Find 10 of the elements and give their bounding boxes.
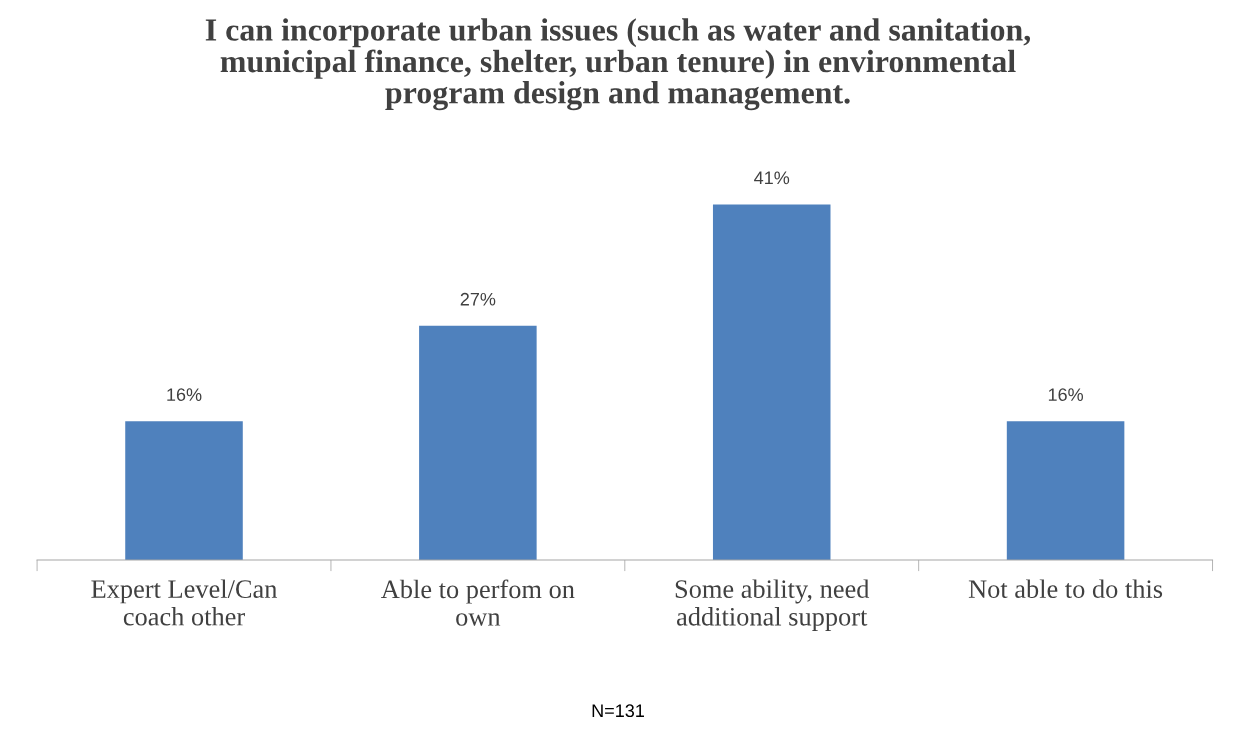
x-tick-label: Able to perfom on own [381, 579, 575, 626]
data-label: 27% [460, 292, 496, 306]
x-tick-label: Expert Level/Can coach other [91, 579, 278, 626]
x-tick-label: Some ability, need additional support [675, 579, 870, 632]
data-label: 41% [754, 171, 790, 185]
data-label: 16% [1048, 388, 1084, 401]
chart-title: I can incorporate urban issues (such as water and sanitation, municipal finance, shelter, urban tenure) in environmental program design and management. [205, 18, 1031, 111]
text: N=131 [592, 704, 644, 718]
data-label: 16% [167, 388, 202, 401]
x-tick-label: Not able to do this [968, 579, 1163, 598]
